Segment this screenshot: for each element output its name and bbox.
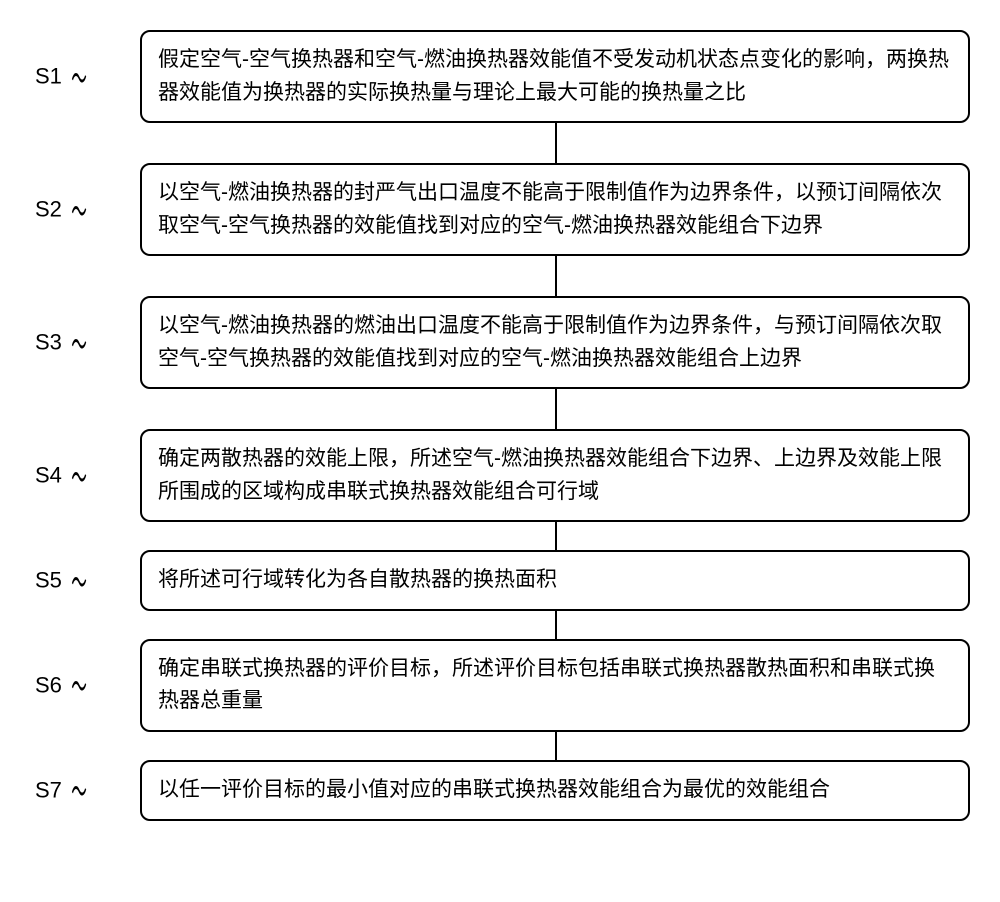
label-curly-icon: 〜 [71,660,87,712]
step-box-s5: 将所述可行域转化为各自散热器的换热面积 [140,550,970,611]
label-text: S7 [35,777,62,803]
connector-6 [555,732,557,760]
step-box-s4: 确定两散热器的效能上限，所述空气-燃油换热器效能组合下边界、上边界及效能上限所围… [140,429,970,522]
step-label-s5: S5 〜 [35,562,92,599]
step-label-s7: S7 〜 [35,772,92,809]
step-label-s2: S2 〜 [35,191,92,228]
connector-2 [555,256,557,296]
label-curly-icon: 〜 [71,51,87,103]
label-curly-icon: 〜 [71,450,87,502]
step-row-s7: S7 〜 以任一评价目标的最小值对应的串联式换热器效能组合为最优的效能组合 [20,760,980,821]
label-text: S2 [35,197,62,223]
step-row-s1: S1 〜 假定空气-空气换热器和空气-燃油换热器效能值不受发动机状态点变化的影响… [20,30,980,123]
step-box-s6: 确定串联式换热器的评价目标，所述评价目标包括串联式换热器散热面积和串联式换热器总… [140,639,970,732]
step-box-s2: 以空气-燃油换热器的封严气出口温度不能高于限制值作为边界条件，以预订间隔依次取空… [140,163,970,256]
label-text: S5 [35,568,62,594]
step-row-s2: S2 〜 以空气-燃油换热器的封严气出口温度不能高于限制值作为边界条件，以预订间… [20,163,980,256]
step-box-s7: 以任一评价目标的最小值对应的串联式换热器效能组合为最优的效能组合 [140,760,970,821]
connector-4 [555,522,557,550]
label-text: S1 [35,64,62,90]
step-box-s1: 假定空气-空气换热器和空气-燃油换热器效能值不受发动机状态点变化的影响，两换热器… [140,30,970,123]
label-text: S3 [35,330,62,356]
label-curly-icon: 〜 [71,555,87,607]
label-text: S6 [35,672,62,698]
label-curly-icon: 〜 [71,317,87,369]
label-text: S4 [35,463,62,489]
label-curly-icon: 〜 [71,764,87,816]
step-label-s6: S6 〜 [35,667,92,704]
connector-3 [555,389,557,429]
label-curly-icon: 〜 [71,184,87,236]
step-row-s4: S4 〜 确定两散热器的效能上限，所述空气-燃油换热器效能组合下边界、上边界及效… [20,429,980,522]
step-row-s6: S6 〜 确定串联式换热器的评价目标，所述评价目标包括串联式换热器散热面积和串联… [20,639,980,732]
step-label-s3: S3 〜 [35,324,92,361]
connector-1 [555,123,557,163]
step-label-s4: S4 〜 [35,457,92,494]
step-row-s3: S3 〜 以空气-燃油换热器的燃油出口温度不能高于限制值作为边界条件，与预订间隔… [20,296,980,389]
step-box-s3: 以空气-燃油换热器的燃油出口温度不能高于限制值作为边界条件，与预订间隔依次取空气… [140,296,970,389]
step-row-s5: S5 〜 将所述可行域转化为各自散热器的换热面积 [20,550,980,611]
flowchart-container: S1 〜 假定空气-空气换热器和空气-燃油换热器效能值不受发动机状态点变化的影响… [20,30,980,821]
connector-5 [555,611,557,639]
step-label-s1: S1 〜 [35,58,92,95]
